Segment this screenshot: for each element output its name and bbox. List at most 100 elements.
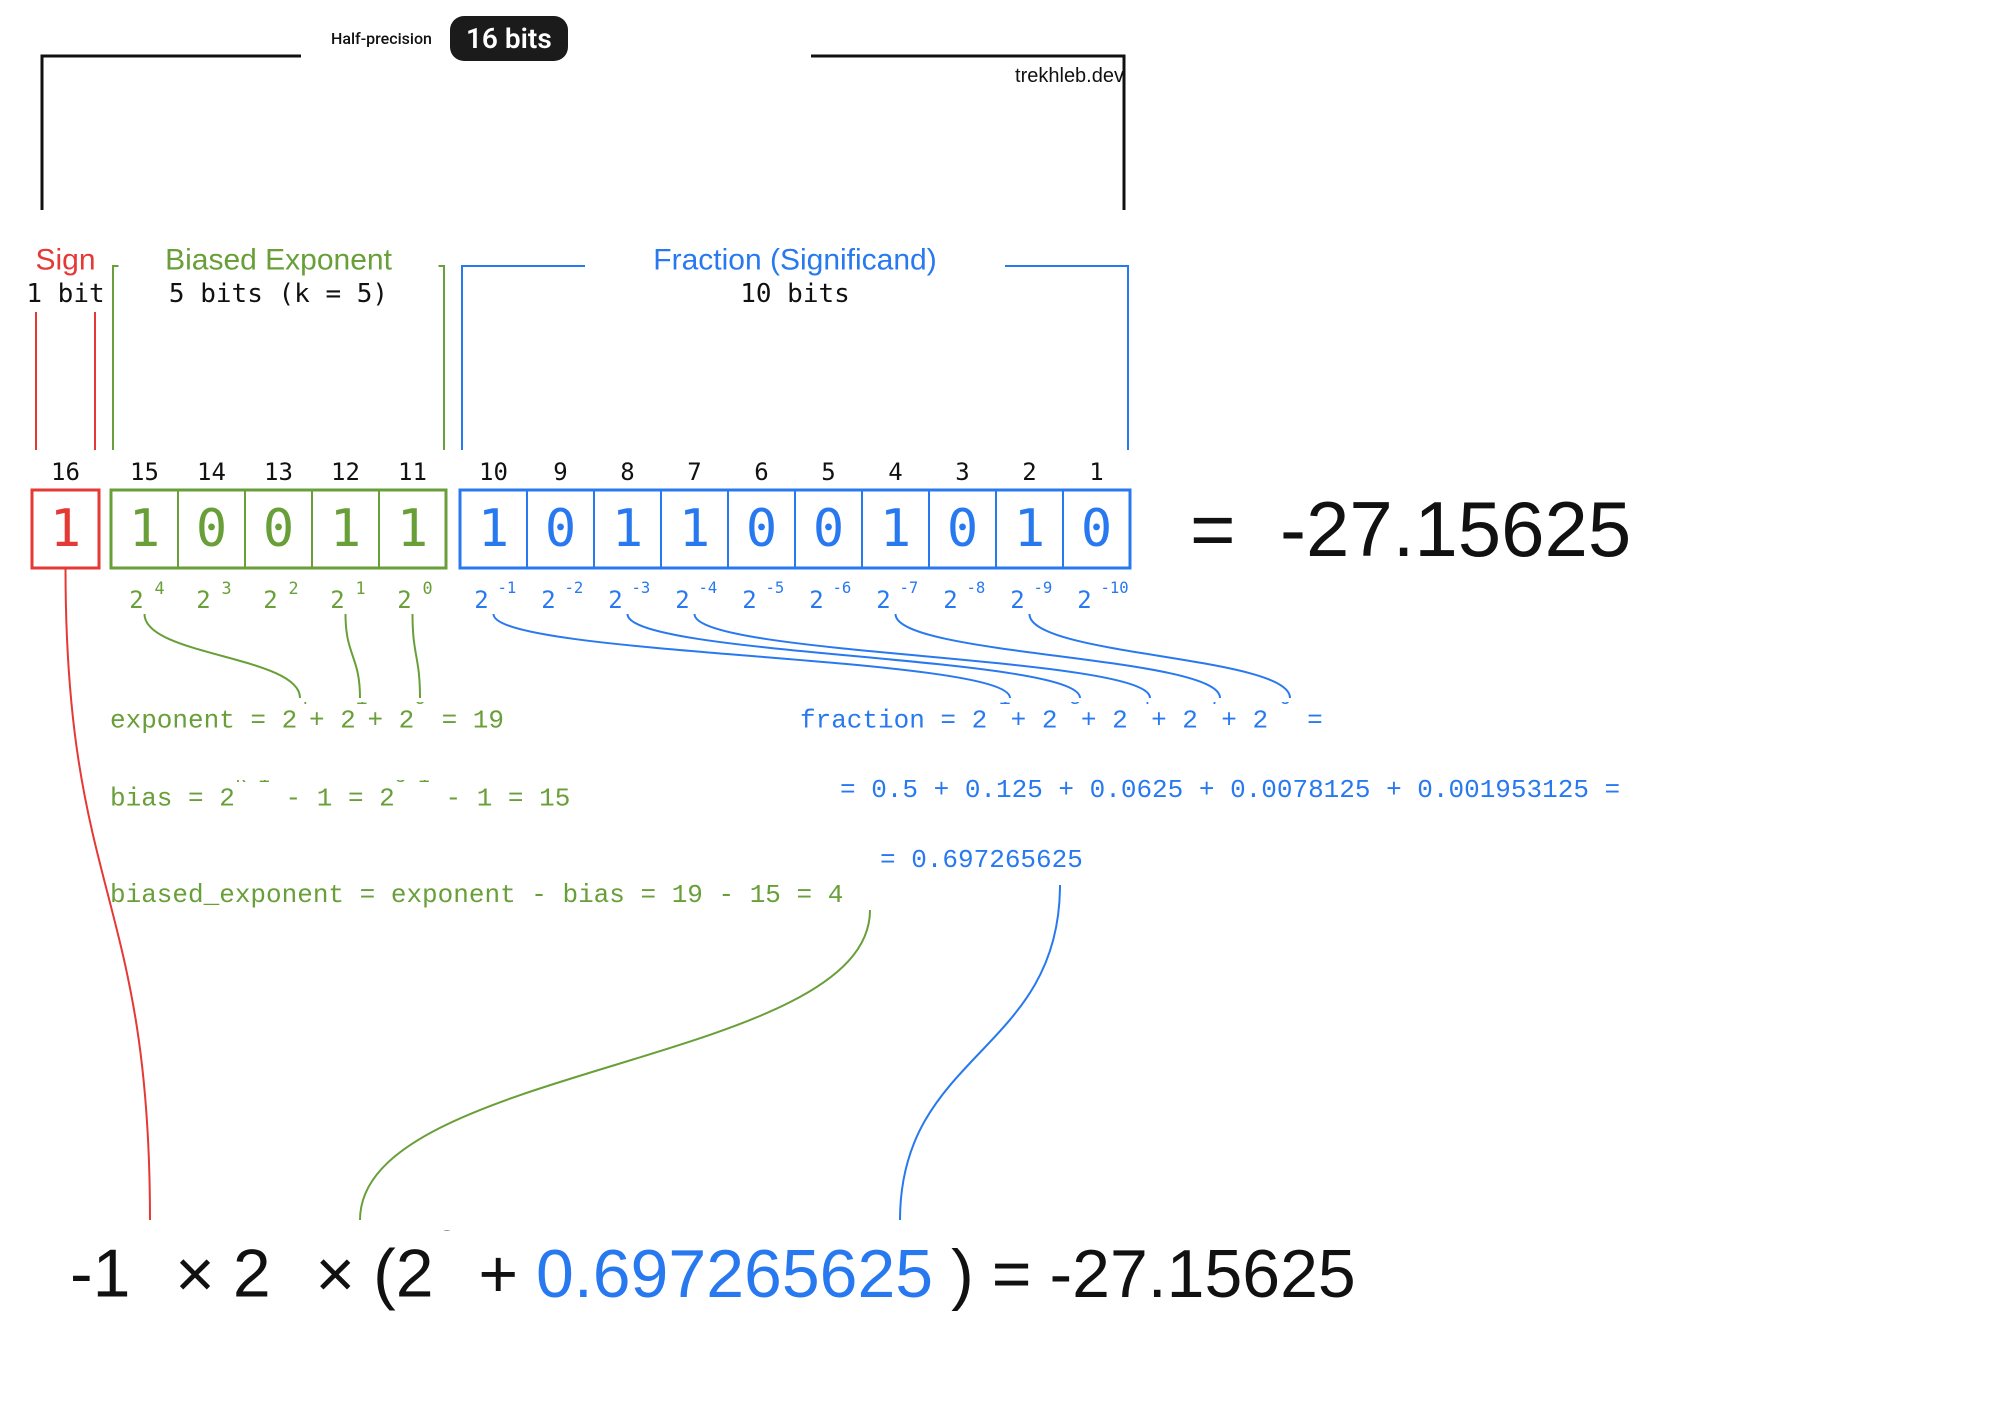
calc-fraction: fraction = 2-1+ 2-3+ 2-4+ 2-7+ 2-9 = [800,702,1700,736]
calc-fraction-expand: = 0.5 + 0.125 + 0.0625 + 0.0078125 + 0.0… [840,775,1840,805]
connector [628,614,1081,698]
bit-position: 10 [479,458,508,486]
svg-text:3: 3 [222,578,232,598]
svg-text:-3: -3 [632,579,651,597]
svg-text:5 bits (k = 5): 5 bits (k = 5) [169,279,388,309]
bit-position: 1 [1089,458,1103,486]
svg-text:2: 2 [541,586,555,614]
bit-position: 14 [197,458,226,486]
power-label: 2 -9 [1010,579,1052,614]
bit-position: 15 [130,458,159,486]
calc-exponent: exponent = 24+ 21+ 20 = 19 [110,702,810,736]
connector [346,614,361,698]
bit-value: 1 [330,499,361,559]
result-eq: = [1190,485,1236,573]
bit-value: 1 [679,499,710,559]
svg-text:2: 2 [742,586,756,614]
connector [896,614,1221,698]
bit-value: 1 [612,499,643,559]
svg-text:Sign: Sign [35,244,95,277]
bit-value: 1 [129,499,160,559]
bit-position: 3 [955,458,969,486]
bit-position: 2 [1022,458,1036,486]
power-label: 21 [330,578,365,614]
svg-text:2: 2 [263,586,277,614]
svg-text:10 bits: 10 bits [740,279,850,309]
title-bracket-left [42,56,301,210]
svg-text:2: 2 [397,586,411,614]
bit-value: 0 [746,499,777,559]
bit-value: 1 [880,499,911,559]
bit-position: 16 [51,458,80,486]
bit-value: 0 [196,499,227,559]
connector [900,885,1060,1220]
svg-text:1 bit: 1 bit [26,279,104,309]
connector [1030,614,1291,698]
svg-text:-7: -7 [900,579,919,597]
exp-bracket [439,266,445,450]
bit-position: 5 [821,458,835,486]
bit-value: 1 [1014,499,1045,559]
svg-text:2: 2 [608,586,622,614]
bit-position: 6 [754,458,768,486]
bit-value: 0 [947,499,978,559]
power-label: 2 -3 [608,579,650,614]
svg-text:2: 2 [943,586,957,614]
power-label: 23 [196,578,231,614]
connector [360,910,870,1220]
svg-text:1: 1 [356,578,366,598]
bit-value: 1 [397,499,428,559]
exp-bracket [113,266,119,450]
connector [145,614,301,698]
svg-text:-1: -1 [498,579,517,597]
final-formula: -11×24×(20+0.697265625)=-27.15625 [70,1230,1970,1313]
svg-text:2: 2 [289,578,299,598]
svg-text:2: 2 [1077,586,1091,614]
power-label: 2 -1 [474,579,516,614]
bit-position: 4 [888,458,902,486]
calc-bias: bias = 2k-1 - 1 = 25-1 - 1 = 15 [110,780,810,814]
bit-position: 11 [398,458,427,486]
bit-position: 9 [553,458,567,486]
svg-text:-4: -4 [699,579,718,597]
bit-position: 7 [687,458,701,486]
svg-text:-10: -10 [1101,579,1129,597]
power-label: 2 -5 [742,579,784,614]
svg-text:-9: -9 [1034,579,1053,597]
svg-text:2: 2 [474,586,488,614]
svg-text:Biased Exponent: Biased Exponent [165,244,392,277]
power-label: 2 -2 [541,579,583,614]
bit-position: 12 [331,458,360,486]
svg-text:2: 2 [876,586,890,614]
result-value: -27.15625 [1280,485,1631,573]
power-label: 20 [397,578,432,614]
bit-value: 0 [263,499,294,559]
power-label: 22 [263,578,298,614]
power-label: 2 -8 [943,579,985,614]
calc-biased-exp: biased_exponent = exponent - bias = 19 -… [110,880,1010,910]
power-label: 2 -10 [1077,579,1128,614]
bit-value: 1 [478,499,509,559]
calc-fraction-result: = 0.697265625 [880,845,1580,875]
bit-value: 1 [50,499,81,559]
svg-text:Fraction (Significand): Fraction (Significand) [653,244,936,277]
power-label: 2 -7 [876,579,918,614]
svg-text:-2: -2 [565,579,584,597]
svg-text:-8: -8 [967,579,986,597]
power-label: 2 -4 [675,579,717,614]
svg-text:2: 2 [196,586,210,614]
page-title: Half-precision16 bits [331,16,951,61]
svg-text:-6: -6 [833,579,852,597]
svg-text:-5: -5 [766,579,785,597]
svg-text:trekhleb.dev: trekhleb.dev [1015,65,1124,87]
svg-text:2: 2 [809,586,823,614]
svg-text:2: 2 [129,586,143,614]
svg-text:2: 2 [1010,586,1024,614]
bit-value: 0 [1081,499,1112,559]
svg-text:2: 2 [675,586,689,614]
bit-position: 8 [620,458,634,486]
bit-value: 0 [545,499,576,559]
svg-text:2: 2 [330,586,344,614]
svg-text:0: 0 [423,578,433,598]
svg-text:4: 4 [155,578,165,598]
